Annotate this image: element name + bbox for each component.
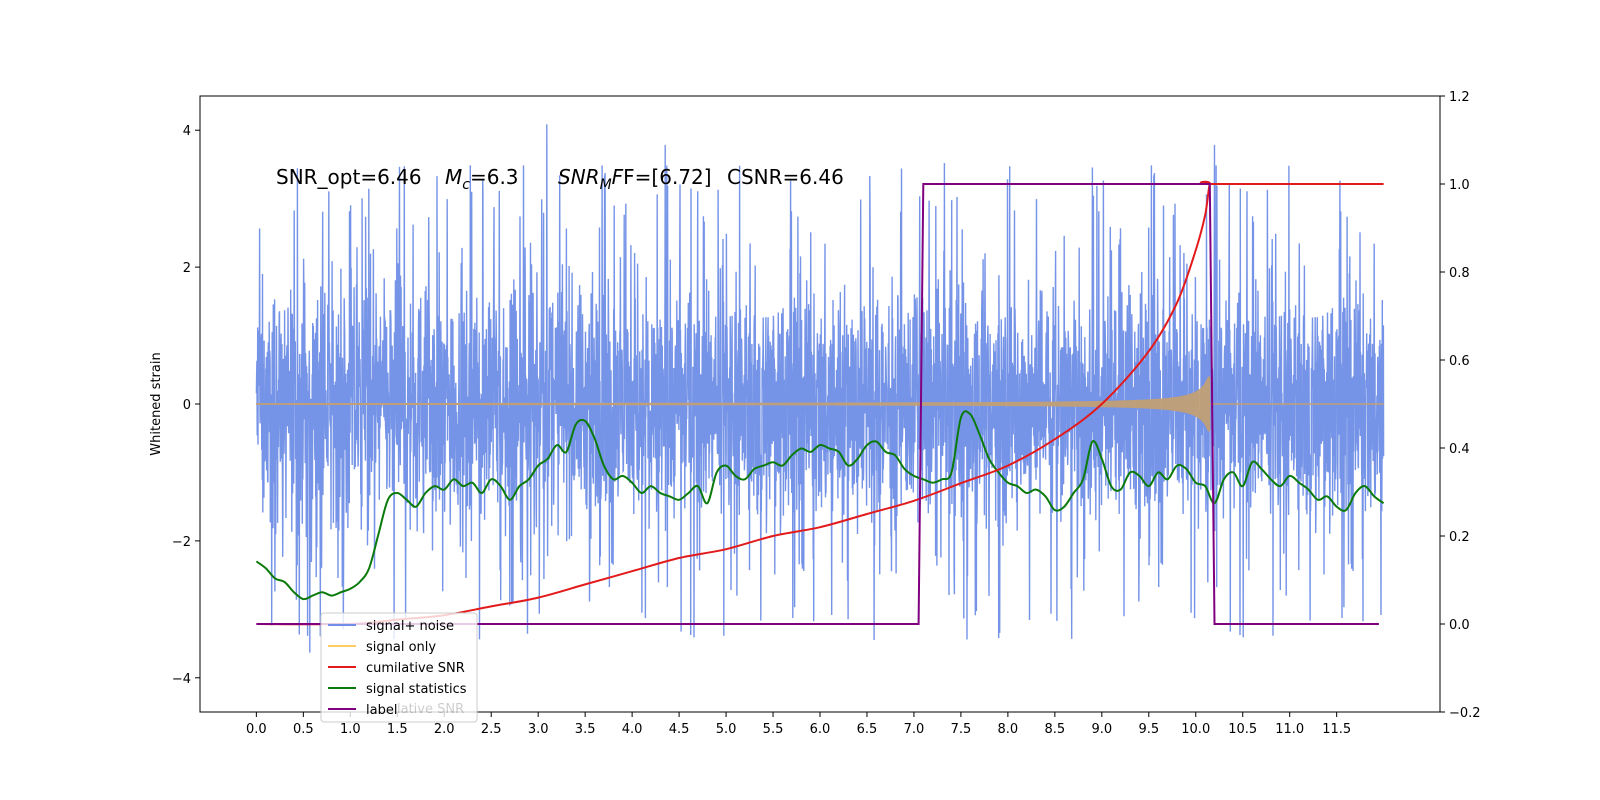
x-tick-label: 1.0 <box>340 722 361 737</box>
annotation-csnr: CSNR=6.46 <box>727 165 844 189</box>
legend-label-noise: signal+ noise <box>366 619 454 634</box>
x-tick-label: 3.5 <box>575 722 596 737</box>
x-tick-label: 11.0 <box>1275 722 1304 737</box>
x-tick-label: 4.0 <box>622 722 643 737</box>
x-tick-label: 7.0 <box>904 722 925 737</box>
plot-area <box>255 124 1385 653</box>
legend-label-stats: signal statistics <box>366 682 467 697</box>
x-tick-label: 6.5 <box>857 722 878 737</box>
y-tick-label: −2 <box>172 535 191 550</box>
series-signal-statistics <box>255 410 1385 601</box>
x-tick-label: 6.0 <box>810 722 831 737</box>
x-tick-label: 5.5 <box>763 722 784 737</box>
y-tick-label: 2 <box>183 261 191 276</box>
x-tick-label: 2.0 <box>434 722 455 737</box>
y-tick-label: −4 <box>172 672 191 687</box>
x-tick-label: 8.0 <box>998 722 1019 737</box>
x-tick-label: 9.0 <box>1091 722 1112 737</box>
legend-overlapped-text: lative SNR <box>397 702 464 717</box>
x-tick-label: 1.5 <box>387 722 408 737</box>
series-signal-only <box>255 376 1211 432</box>
y-right-tick-label: 0.2 <box>1449 530 1470 545</box>
y-axis-title: Whitened strain <box>149 352 164 455</box>
y-right-tick-label: 0.0 <box>1449 618 1470 633</box>
annotation-snr-opt: SNR_opt=6.46 <box>276 165 422 189</box>
y-right-tick-label: 0.8 <box>1449 266 1470 281</box>
y-right-tick-label: 0.4 <box>1449 442 1470 457</box>
annotation-snr-mf: SNRMFF=[6.72] <box>558 165 712 193</box>
y-tick-label: 0 <box>183 398 191 413</box>
legend-label-signal: signal only <box>366 640 436 655</box>
x-tick-label: 11.5 <box>1322 722 1351 737</box>
x-tick-label: 3.0 <box>528 722 549 737</box>
x-tick-label: 10.5 <box>1228 722 1257 737</box>
legend-box <box>320 612 478 723</box>
x-tick-label: 5.0 <box>716 722 737 737</box>
y-tick-label: 4 <box>183 124 191 139</box>
legend-label-label: label <box>366 703 397 718</box>
legend-label-csnr: cumilative SNR <box>366 661 465 676</box>
x-tick-label: 10.0 <box>1181 722 1210 737</box>
y-right-tick-label: 1.0 <box>1449 178 1470 193</box>
y-right-tick-label: −0.2 <box>1449 706 1481 721</box>
annotation-mc: Mc=6.3 <box>445 165 519 193</box>
series-signal-noise <box>255 124 1385 653</box>
y-right-tick-label: 1.2 <box>1449 90 1470 105</box>
axes: 0.0 0.5 1.0 1.5 2.0 2.5 3.0 3.5 4.0 4.5 5.0 5.5 6.0 6… <box>172 90 1481 737</box>
series-label <box>256 183 1379 625</box>
y-right-tick-label: 0.6 <box>1449 354 1470 369</box>
x-tick-label: 8.5 <box>1045 722 1066 737</box>
x-tick-label: 9.5 <box>1138 722 1159 737</box>
annotation-row: SNR_opt=6.46 Mc=6.3 SNRMFF=[6.72] CSNR=6… <box>276 165 844 193</box>
series-cumulative-snr <box>256 180 1384 626</box>
x-tick-label: 2.5 <box>481 722 502 737</box>
x-tick-label: 0.0 <box>246 722 267 737</box>
x-tick-label: 4.5 <box>669 722 690 737</box>
legend: lative SNR signal+ noise signal only cum… <box>320 612 478 723</box>
x-tick-label: 7.5 <box>951 722 972 737</box>
x-tick-label: 0.5 <box>293 722 314 737</box>
